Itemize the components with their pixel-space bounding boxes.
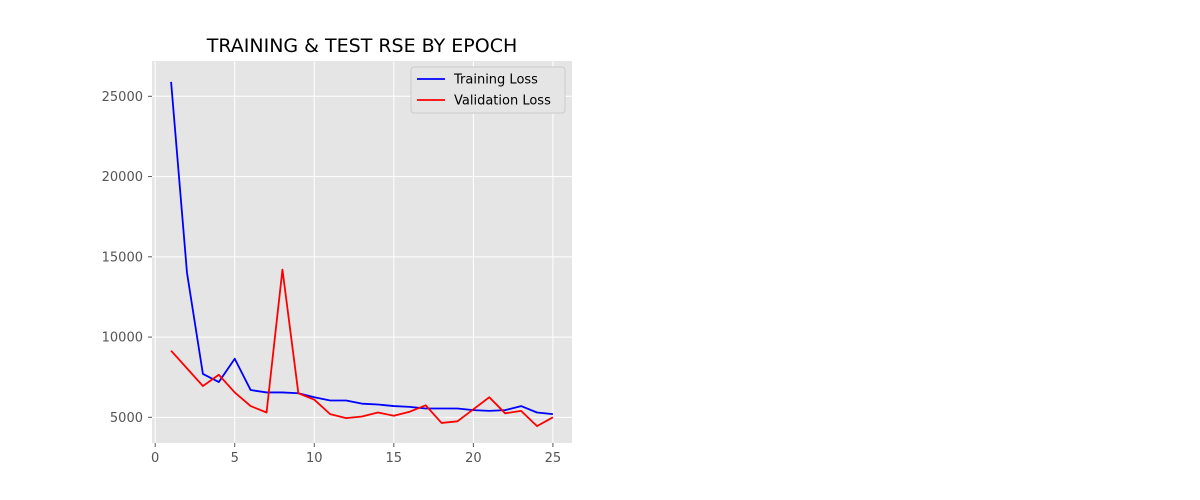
- x-tick-label: 20: [465, 451, 482, 466]
- x-tick-label: 0: [151, 451, 159, 466]
- legend: Training Loss Validation Loss: [410, 66, 566, 114]
- legend-label-validation-loss: Validation Loss: [454, 94, 551, 109]
- chart-title: TRAINING & TEST RSE BY EPOCH: [206, 35, 518, 57]
- x-tick-label: 10: [306, 451, 323, 466]
- y-tick-label: 5000: [110, 411, 143, 426]
- x-tick-label: 25: [545, 451, 562, 466]
- validation-loss-line: [170, 268, 554, 428]
- legend-box: [410, 66, 566, 114]
- y-tick-label: 10000: [102, 331, 143, 346]
- y-tick-label: 20000: [102, 170, 143, 185]
- x-tick-label: 15: [386, 451, 403, 466]
- plot-area: [152, 61, 572, 443]
- x-axis-ticks: 0 5 10 15 20 25: [151, 443, 561, 466]
- legend-label-training-loss: Training Loss: [453, 73, 538, 88]
- series-layer: [170, 81, 554, 428]
- y-axis-ticks: 5000 10000 15000 20000 25000: [102, 90, 152, 426]
- grid-lines: [152, 61, 572, 443]
- y-tick-label: 25000: [102, 90, 143, 105]
- x-tick-label: 5: [231, 451, 239, 466]
- y-tick-label: 15000: [102, 250, 143, 265]
- training-loss-line: [170, 81, 554, 416]
